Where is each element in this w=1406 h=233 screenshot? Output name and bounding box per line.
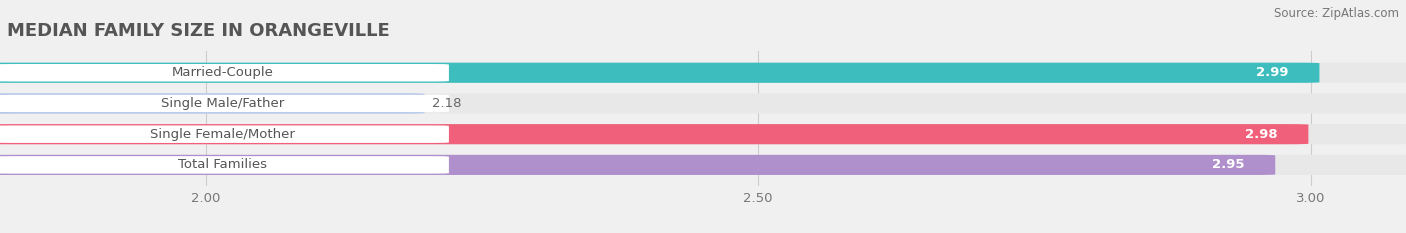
FancyBboxPatch shape xyxy=(0,93,1406,113)
Text: Total Families: Total Families xyxy=(179,158,267,171)
Text: 2.95: 2.95 xyxy=(1212,158,1244,171)
Text: Married-Couple: Married-Couple xyxy=(172,66,273,79)
FancyBboxPatch shape xyxy=(0,156,449,174)
FancyBboxPatch shape xyxy=(0,125,449,143)
Text: MEDIAN FAMILY SIZE IN ORANGEVILLE: MEDIAN FAMILY SIZE IN ORANGEVILLE xyxy=(7,22,389,41)
Text: Single Male/Father: Single Male/Father xyxy=(160,97,284,110)
FancyBboxPatch shape xyxy=(0,124,1309,144)
FancyBboxPatch shape xyxy=(0,124,1406,144)
Text: Single Female/Mother: Single Female/Mother xyxy=(150,128,295,141)
Text: 2.18: 2.18 xyxy=(433,97,461,110)
FancyBboxPatch shape xyxy=(0,93,425,113)
FancyBboxPatch shape xyxy=(0,155,1406,175)
FancyBboxPatch shape xyxy=(0,64,449,82)
FancyBboxPatch shape xyxy=(0,63,1319,83)
Text: 2.98: 2.98 xyxy=(1244,128,1278,141)
FancyBboxPatch shape xyxy=(0,63,1406,83)
Text: 2.99: 2.99 xyxy=(1256,66,1288,79)
FancyBboxPatch shape xyxy=(0,155,1275,175)
Text: Source: ZipAtlas.com: Source: ZipAtlas.com xyxy=(1274,7,1399,20)
FancyBboxPatch shape xyxy=(0,95,449,112)
